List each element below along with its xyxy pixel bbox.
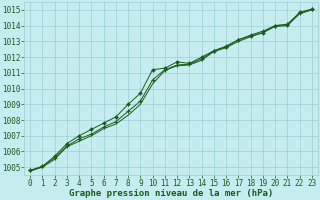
X-axis label: Graphe pression niveau de la mer (hPa): Graphe pression niveau de la mer (hPa) bbox=[69, 189, 273, 198]
